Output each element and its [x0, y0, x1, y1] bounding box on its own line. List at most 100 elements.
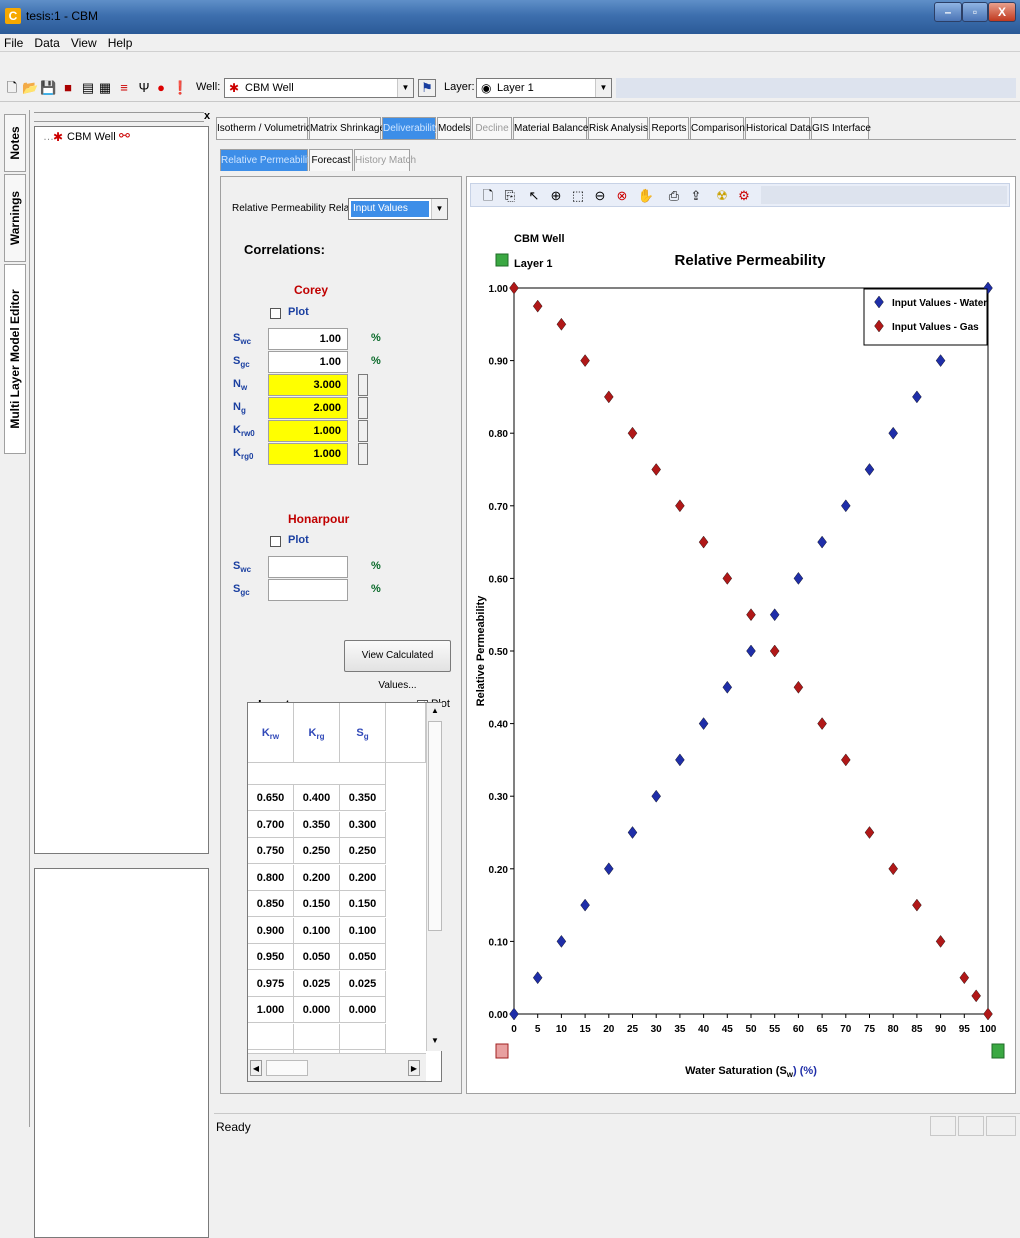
water-point[interactable] — [722, 680, 733, 694]
table-cell[interactable]: 0.750 — [248, 838, 294, 864]
gas-point[interactable] — [912, 898, 922, 912]
menu-view[interactable]: View — [70, 36, 97, 50]
tab-decline[interactable]: Decline — [472, 117, 512, 139]
relative-permeability-chart[interactable]: CBM Well Layer 1 Relative Permeability 0.00… — [466, 210, 1016, 1090]
layer-lock-icon[interactable] — [495, 253, 509, 267]
table-cell[interactable]: 0.900 — [248, 917, 294, 944]
x-axis-lock-icon[interactable] — [495, 1043, 509, 1059]
relation-select[interactable]: Input Values ▼ — [348, 198, 448, 220]
zoom-out-icon[interactable]: ⊖ — [594, 188, 606, 203]
table-cell[interactable]: 0.975 — [248, 970, 294, 997]
water-point[interactable] — [651, 789, 661, 803]
menu-data[interactable]: Data — [34, 36, 60, 50]
gas-point[interactable] — [769, 644, 780, 658]
table-cell[interactable]: 0.200 — [294, 864, 340, 891]
radiation-icon[interactable]: ☢ — [716, 188, 728, 203]
scroll-down-icon[interactable]: ▼ — [431, 1036, 439, 1045]
honarpour-param-input[interactable] — [268, 556, 348, 578]
tab-material-balance[interactable]: Material Balance — [513, 117, 588, 139]
table-cell[interactable]: 0.150 — [294, 891, 340, 917]
gas-point[interactable] — [532, 299, 543, 313]
table-cell[interactable]: 0.000 — [294, 997, 340, 1023]
tab-gis-interface[interactable]: GIS Interface — [811, 117, 871, 139]
tree-item-cbm-well[interactable]: CBM Well — [67, 131, 116, 143]
table-cell[interactable]: 0.850 — [248, 891, 294, 917]
table-cell[interactable]: 0.250 — [340, 838, 386, 864]
fork-icon[interactable]: Ψ — [138, 80, 150, 95]
gas-point[interactable] — [817, 717, 827, 730]
gas-point[interactable] — [627, 426, 638, 440]
scroll-up-icon[interactable]: ▲ — [431, 706, 439, 715]
tab-risk-analysis[interactable]: Risk Analysis — [588, 117, 648, 139]
input-values-table[interactable]: Krw Krg Sg 0.650 0.400 0.350 0.700 0.350 0.300 0.… — [247, 702, 442, 1082]
gas-point[interactable] — [888, 862, 898, 876]
param-spin-button[interactable] — [358, 420, 368, 442]
table-cell-empty[interactable] — [248, 1023, 294, 1050]
water-point[interactable] — [580, 898, 590, 912]
well-select[interactable]: ✱ CBM Well ▼ — [224, 78, 414, 98]
gas-point[interactable] — [722, 572, 733, 585]
tab-reports[interactable]: Reports — [649, 117, 689, 139]
maximize-button[interactable]: ▫ — [962, 2, 988, 22]
gas-point[interactable] — [580, 354, 590, 367]
table-cell[interactable]: 0.050 — [340, 944, 386, 970]
horizontal-scrollbar[interactable]: ◀ ▶ — [248, 1053, 426, 1081]
export-icon[interactable]: ⇪ — [690, 188, 702, 203]
zoom-reset-icon[interactable]: ⊗ — [616, 188, 628, 203]
open-folder-icon[interactable]: 📂 — [22, 80, 39, 95]
well-locate-icon[interactable]: ⚑ — [418, 79, 436, 97]
gas-point[interactable] — [556, 317, 567, 331]
corey-param-input[interactable]: 1.00 — [268, 328, 348, 350]
gas-point[interactable] — [983, 1007, 993, 1021]
layers-icon[interactable]: ≡ — [120, 80, 128, 95]
water-point[interactable] — [746, 644, 756, 658]
scroll-right-icon[interactable]: ▶ — [408, 1060, 420, 1076]
layer-select[interactable]: ◉ Layer 1 ▼ — [476, 78, 612, 98]
table-cell[interactable]: 0.250 — [294, 838, 340, 864]
vertical-scrollbar[interactable]: ▲ ▼ — [426, 703, 442, 1051]
table-cell[interactable]: 1.000 — [248, 997, 294, 1023]
honarpour-param-input[interactable] — [268, 579, 348, 601]
water-point[interactable] — [675, 753, 685, 767]
save-as-icon[interactable]: ■ — [64, 80, 72, 95]
table-cell[interactable]: 0.350 — [340, 785, 386, 811]
warning-icon[interactable]: ❗ — [172, 80, 189, 95]
table-cell[interactable]: 0.100 — [340, 917, 386, 944]
gas-point[interactable] — [651, 463, 661, 476]
list-icon[interactable]: ▦ — [98, 80, 112, 95]
gas-point[interactable] — [698, 535, 709, 549]
close-button[interactable]: X — [988, 2, 1016, 22]
chart-settings-icon[interactable]: ⚙ — [738, 188, 750, 203]
zoom-in-icon[interactable]: ⊕ — [550, 188, 562, 203]
print-icon[interactable]: ⎙ — [668, 188, 680, 203]
gas-point[interactable] — [971, 989, 981, 1003]
water-point[interactable] — [841, 499, 851, 513]
pointer-icon[interactable]: ↖ — [528, 188, 540, 203]
new-file-icon[interactable]: 🗋 — [6, 80, 18, 95]
table-cell[interactable]: 0.800 — [248, 864, 294, 891]
menu-help[interactable]: Help — [107, 36, 133, 50]
water-point[interactable] — [793, 572, 804, 585]
new-chart-icon[interactable]: 🗋 — [482, 188, 494, 203]
tab-historical-data[interactable]: Historical Data — [745, 117, 811, 139]
legend-marker[interactable] — [874, 295, 884, 309]
tab-models[interactable]: Models — [437, 117, 471, 139]
table-cell[interactable]: 0.400 — [294, 785, 340, 811]
copy-chart-icon[interactable]: ⎘ — [504, 188, 516, 203]
table-cell[interactable]: 0.100 — [294, 917, 340, 944]
table-cell[interactable]: 0.350 — [294, 811, 340, 838]
corey-param-input[interactable]: 3.000 — [268, 374, 348, 396]
scroll-left-icon[interactable]: ◀ — [250, 1060, 262, 1076]
water-point[interactable] — [769, 608, 780, 622]
water-point[interactable] — [888, 426, 898, 440]
corey-param-input[interactable]: 1.000 — [268, 420, 348, 442]
table-cell-empty[interactable] — [340, 1023, 386, 1050]
table-cell[interactable]: 0.150 — [340, 891, 386, 917]
table-cell[interactable]: 0.025 — [294, 970, 340, 997]
tab-warnings[interactable]: Warnings — [4, 174, 26, 262]
minimize-button[interactable]: – — [934, 2, 962, 22]
tab-isotherm[interactable]: Isotherm / Volumetrics — [216, 117, 316, 139]
stop-icon[interactable]: ● — [157, 80, 165, 95]
water-point[interactable] — [532, 971, 543, 985]
tab-relative-permeability[interactable]: Relative Permeability — [220, 149, 315, 171]
